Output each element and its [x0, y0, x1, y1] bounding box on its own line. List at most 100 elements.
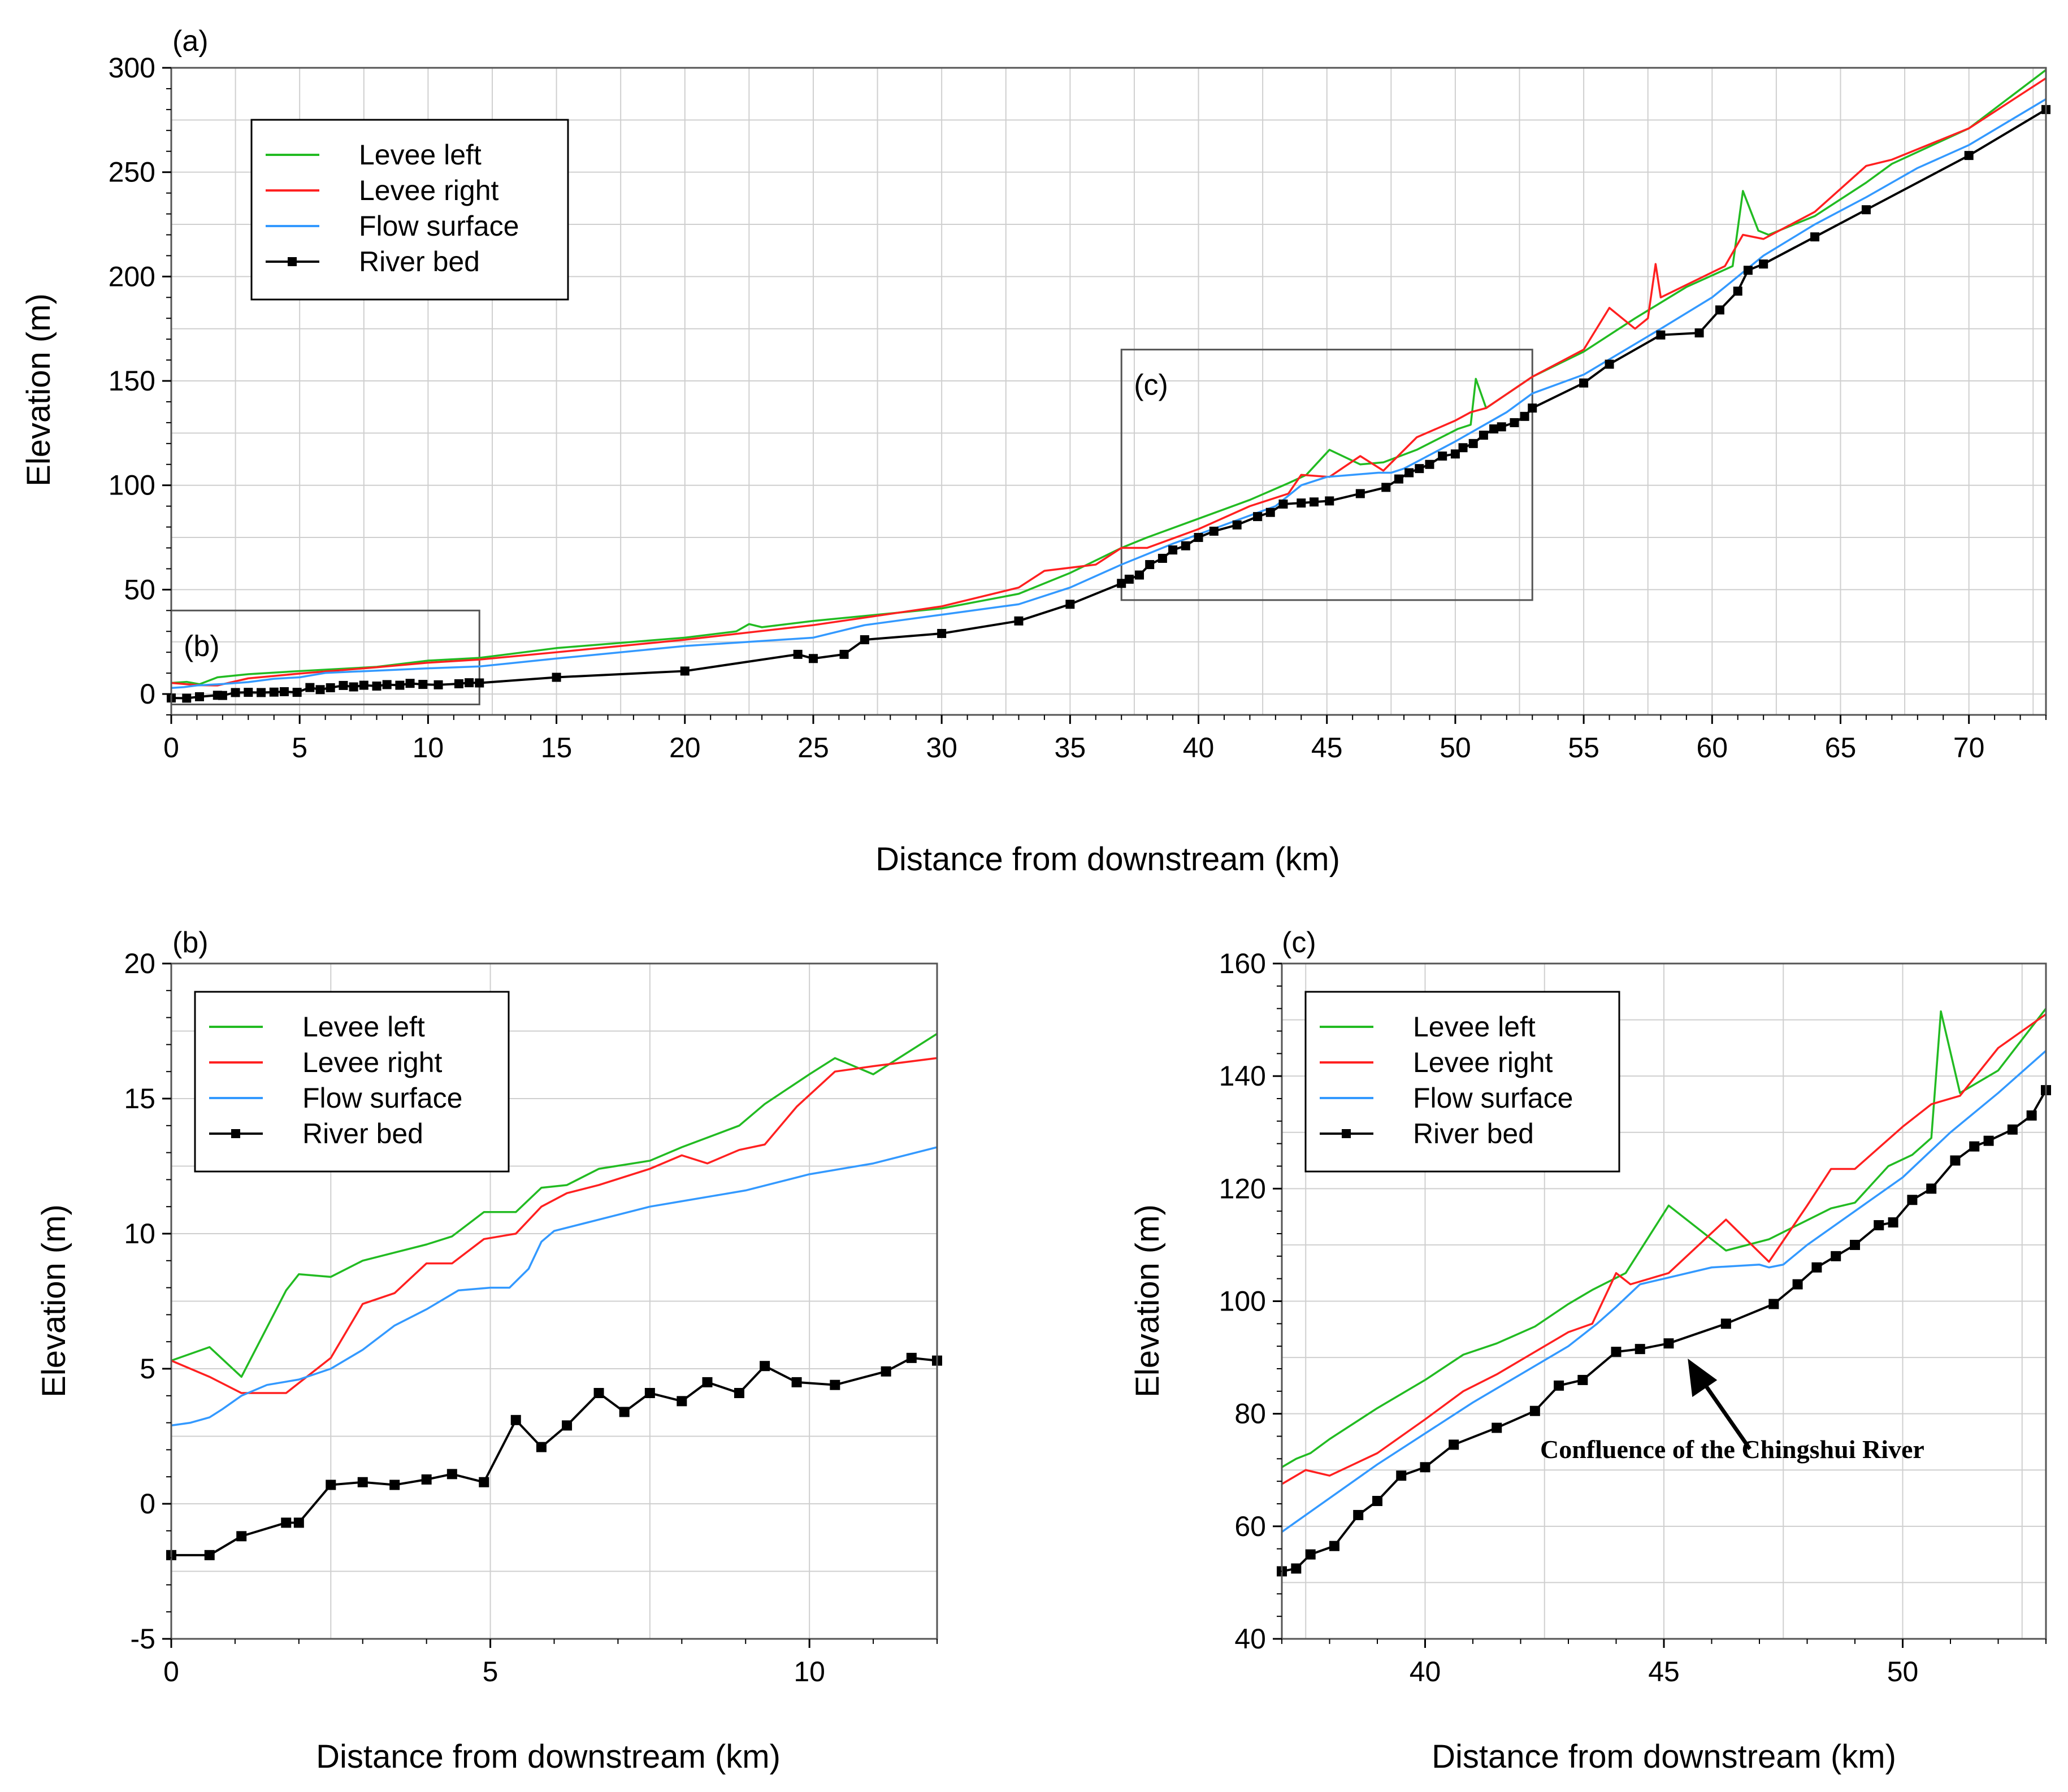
river-bed-marker	[1325, 496, 1334, 506]
inset-box-label: (b)	[184, 630, 220, 662]
y-tick-label: 100	[1219, 1286, 1266, 1317]
river-bed-marker	[1117, 579, 1126, 588]
inset-box	[1120, 349, 1533, 601]
y-tick-label: 250	[109, 157, 155, 188]
x-tick-label: 0	[163, 732, 179, 763]
river-bed-marker	[1145, 560, 1155, 570]
river-bed-marker	[1438, 452, 1447, 461]
river-bed-marker	[244, 688, 253, 697]
river-bed-marker	[231, 688, 240, 697]
river-bed-marker	[562, 1420, 573, 1431]
river-bed-marker	[421, 1474, 432, 1485]
legend-marker-river-bed	[1342, 1129, 1351, 1138]
river-bed-marker	[1715, 305, 1724, 315]
river-bed-marker	[1450, 449, 1460, 459]
flow-surface-line	[1281, 1050, 2047, 1533]
y-tick-label: 50	[124, 574, 155, 605]
y-tick-label: 100	[109, 470, 155, 501]
y-tick-label: 160	[1219, 948, 1266, 979]
river-bed-marker	[1124, 574, 1134, 584]
river-bed-marker	[1861, 205, 1871, 215]
y-tick-label: 0	[140, 1488, 155, 1520]
river-bed-marker	[1278, 499, 1288, 509]
river-bed-marker	[1394, 474, 1403, 484]
river-bed-marker	[1297, 498, 1306, 508]
river-bed-marker	[236, 1531, 247, 1542]
levee-right-line	[171, 1057, 938, 1394]
legend-box	[1304, 991, 1620, 1173]
river-bed-marker	[1811, 1262, 1822, 1273]
levee-right-line	[1281, 1013, 2047, 1485]
river-bed-marker	[1579, 378, 1589, 388]
panel-c-confluence-annotation: Confluence of the Chingshui River	[1540, 1359, 1924, 1464]
legend-label-flow-surface: Flow surface	[1413, 1082, 1573, 1114]
river-bed-marker	[446, 1469, 457, 1479]
river-bed-marker	[1969, 1141, 1980, 1152]
y-tick-label: 5	[140, 1353, 155, 1385]
legend-label-flow-surface: Flow surface	[359, 210, 519, 242]
legend-label-levee-right: Levee right	[359, 175, 498, 206]
river-bed-marker	[357, 1477, 368, 1487]
river-bed-marker	[1305, 1549, 1316, 1560]
levee-left-line	[171, 1032, 938, 1378]
river-bed-marker	[791, 1377, 802, 1387]
y-tick-label: 0	[140, 678, 155, 710]
y-tick-label: 200	[109, 261, 155, 292]
river-bed-marker	[218, 691, 227, 700]
river-bed-marker	[881, 1366, 891, 1377]
river-bed-marker	[906, 1352, 917, 1363]
river-bed-marker	[279, 687, 289, 697]
river-bed-marker	[359, 680, 368, 690]
river-bed-marker	[1181, 541, 1190, 550]
flow-surface-line	[171, 1146, 938, 1427]
y-tick-label: 15	[124, 1083, 155, 1114]
river-bed-marker	[839, 649, 849, 659]
panel-b-series	[166, 1032, 942, 1560]
x-tick-label: 50	[1887, 1656, 1919, 1687]
x-tick-label: 30	[926, 732, 957, 763]
panel-b-label: (b)	[172, 926, 209, 959]
legend-label-river-bed: River bed	[302, 1118, 423, 1149]
river-bed-marker	[1635, 1344, 1645, 1355]
river-bed-marker	[326, 1479, 336, 1490]
panel-c-y-axis-title: Elevation (m)	[1129, 1204, 1166, 1398]
river-bed-marker	[1577, 1374, 1588, 1385]
river-bed-marker	[1157, 553, 1167, 563]
x-tick-label: 25	[797, 732, 829, 763]
river-bed-marker	[1404, 468, 1414, 478]
river-bed-marker	[1420, 1462, 1430, 1473]
river-bed-marker	[1310, 497, 1319, 507]
panel-a-ticks: 0 5 10 15 20 25 30 35 40 45 50 55 60 65 70 0 50 100 150 200…	[109, 52, 2047, 763]
river-bed-marker	[1479, 431, 1488, 440]
river-bed-marker	[475, 678, 484, 688]
river-bed-marker	[292, 688, 302, 697]
river-bed-marker	[2026, 1110, 2037, 1121]
river-bed-marker	[382, 680, 392, 689]
river-bed-marker	[552, 672, 561, 682]
y-tick-label: 40	[1234, 1623, 1266, 1655]
river-bed-marker	[194, 692, 204, 701]
panel-a-label: (a)	[172, 25, 209, 58]
river-bed-marker	[1528, 403, 1537, 413]
panel-b-legend: Levee left Levee right Flow surface River b…	[194, 991, 510, 1173]
river-bed-marker	[465, 678, 474, 688]
panel-a-x-axis-title: Distance from downstream (km)	[875, 841, 1340, 878]
river-bed-marker	[2007, 1124, 2018, 1135]
x-tick-label: 15	[541, 732, 573, 763]
river-bed-marker	[433, 680, 443, 689]
x-tick-label: 0	[163, 1656, 179, 1687]
river-bed-line	[171, 1356, 938, 1556]
river-bed-marker	[1415, 464, 1424, 474]
x-tick-label: 55	[1568, 732, 1599, 763]
river-bed-marker	[734, 1388, 744, 1399]
y-tick-label: 120	[1219, 1173, 1266, 1204]
river-bed-marker	[1510, 418, 1519, 427]
river-bed-marker	[257, 688, 266, 697]
river-bed-marker	[1265, 507, 1275, 517]
river-bed-marker	[372, 682, 381, 691]
panel-b-ticks: 0 5 10 -5 0 5 10 15 20	[124, 948, 938, 1687]
panel-c-label: (c)	[1282, 926, 1316, 959]
x-tick-label: 20	[669, 732, 701, 763]
legend-label-levee-left: Levee left	[359, 139, 482, 171]
